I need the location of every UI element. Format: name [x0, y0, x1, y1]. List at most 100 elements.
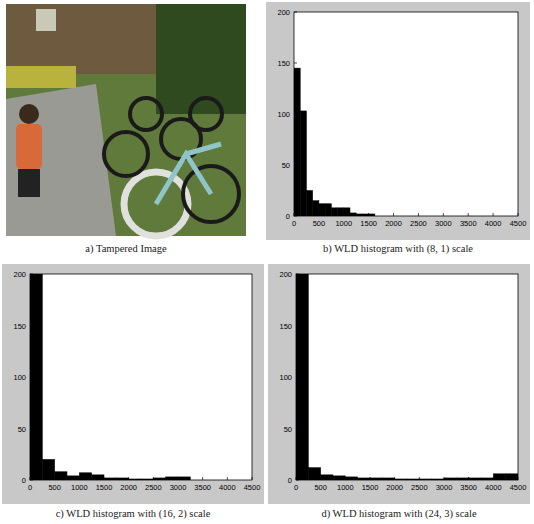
- y-tick-label: 100: [277, 110, 290, 119]
- y-tick-label: 200: [279, 270, 292, 279]
- photo-child-legs: [18, 169, 40, 197]
- y-tick-label: 50: [282, 161, 290, 170]
- histogram-bar: [331, 208, 337, 216]
- panel-background: [268, 264, 530, 504]
- x-tick-label: 3000: [170, 483, 187, 492]
- x-tick-label: 500: [48, 483, 61, 492]
- histogram-bar: [92, 475, 104, 480]
- plot-area: [30, 274, 252, 480]
- histogram-bar: [178, 477, 190, 480]
- x-tick-label: 4500: [510, 483, 527, 492]
- histogram-bar: [30, 274, 42, 480]
- x-tick-label: 1500: [360, 219, 377, 228]
- y-tick-label: 0: [288, 476, 292, 485]
- photo-frame: [156, 144, 221, 204]
- y-tick-label: 150: [277, 59, 290, 68]
- photo-wheel: [130, 98, 162, 130]
- x-tick: [54, 477, 55, 480]
- x-tick-label: 0: [28, 483, 32, 492]
- x-tick-label: 4500: [510, 219, 527, 228]
- y-tick-label: 50: [18, 425, 26, 434]
- x-tick: [393, 213, 394, 216]
- photo-path: [6, 84, 116, 236]
- x-tick: [79, 477, 80, 480]
- x-tick: [493, 477, 494, 480]
- y-tick: [30, 274, 33, 275]
- x-tick: [202, 477, 203, 480]
- panel-background: [2, 264, 264, 504]
- x-tick: [104, 477, 105, 480]
- x-tick-label: 2500: [410, 219, 427, 228]
- y-tick: [30, 428, 33, 429]
- x-tick-label: 4500: [244, 483, 261, 492]
- y-tick: [294, 165, 297, 166]
- y-tick-label: 200: [277, 8, 290, 17]
- x-tick: [443, 213, 444, 216]
- histogram-bar: [493, 474, 505, 480]
- histogram-bar: [350, 213, 356, 216]
- plot-area: [296, 274, 518, 480]
- plot-area: [294, 12, 518, 216]
- x-tick: [128, 477, 129, 480]
- x-tick: [343, 213, 344, 216]
- y-tick: [294, 114, 297, 115]
- x-tick-label: 3000: [436, 483, 453, 492]
- y-tick: [296, 428, 299, 429]
- histogram-bar: [67, 476, 79, 480]
- histogram-panel: 0500100015002000250030003500400045000501…: [266, 2, 530, 240]
- y-tick-label: 150: [279, 322, 292, 331]
- histogram-bar: [296, 274, 308, 480]
- histogram-bar: [338, 208, 344, 216]
- y-tick-label: 100: [279, 373, 292, 382]
- y-tick: [30, 377, 33, 378]
- histogram-bar: [42, 459, 54, 480]
- y-tick: [294, 216, 297, 217]
- x-tick: [394, 477, 395, 480]
- histogram-bar: [55, 472, 67, 480]
- x-tick-label: 0: [294, 483, 298, 492]
- photo-child-shirt: [16, 124, 42, 169]
- x-tick-label: 4000: [485, 483, 502, 492]
- x-tick-label: 2000: [386, 483, 403, 492]
- y-tick: [296, 480, 299, 481]
- tampered-image: [6, 4, 246, 236]
- y-tick: [296, 325, 299, 326]
- histogram-bar: [325, 204, 331, 216]
- histogram-panel: 0500100015002000250030003500400045000501…: [268, 264, 530, 504]
- x-tick-label: 0: [292, 219, 296, 228]
- caption: c) WLD histogram with (16, 2) scale: [56, 508, 211, 520]
- x-tick: [320, 477, 321, 480]
- x-tick-label: 500: [313, 219, 326, 228]
- panel-background: [266, 2, 530, 240]
- x-tick: [227, 477, 228, 480]
- histogram-bar: [313, 201, 319, 216]
- x-tick: [368, 213, 369, 216]
- photo-child-head: [19, 104, 39, 124]
- x-tick: [153, 477, 154, 480]
- photo-sky: [36, 9, 56, 31]
- histogram-bar: [319, 204, 325, 216]
- histogram-bar: [166, 477, 178, 480]
- x-tick: [468, 477, 469, 480]
- y-tick-label: 150: [13, 322, 26, 331]
- y-tick: [30, 325, 33, 326]
- histogram-bar: [321, 475, 333, 480]
- x-tick: [30, 477, 31, 480]
- caption: d) WLD histogram with (24, 3) scale: [321, 508, 477, 520]
- x-tick-label: 2000: [385, 219, 402, 228]
- bars: [30, 274, 190, 480]
- x-tick-label: 3500: [194, 483, 211, 492]
- x-tick-label: 3000: [435, 219, 452, 228]
- x-tick-label: 4000: [485, 219, 502, 228]
- axes-frame: [30, 274, 252, 480]
- histogram-bar: [345, 477, 357, 480]
- photo-shrubs: [6, 66, 76, 88]
- x-tick-label: 1000: [335, 219, 352, 228]
- x-tick-label: 1500: [362, 483, 379, 492]
- x-tick: [296, 477, 297, 480]
- x-tick-label: 2500: [145, 483, 162, 492]
- bars: [294, 68, 375, 216]
- axes-frame: [294, 12, 518, 216]
- x-tick: [493, 213, 494, 216]
- x-tick-label: 4000: [219, 483, 236, 492]
